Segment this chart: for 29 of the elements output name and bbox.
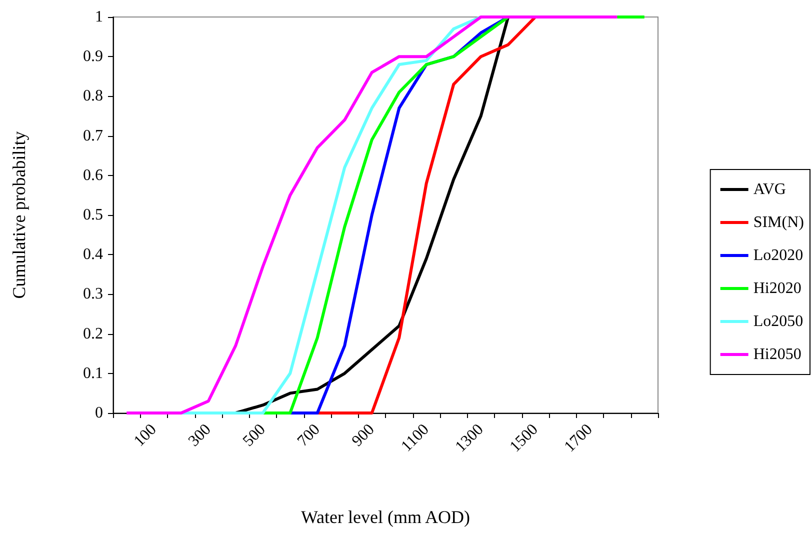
x-tick-label: 100 (130, 420, 160, 450)
legend-label: Lo2020 (753, 247, 804, 264)
y-tick-label: 0.7 (83, 127, 103, 144)
x-tick-label: 1100 (398, 420, 432, 456)
y-axis-title: Cumulative probability (9, 131, 29, 299)
y-tick-label: 0.2 (83, 325, 103, 342)
line-series (234, 16, 510, 414)
line-series (125, 16, 619, 414)
y-tick-label: 0.3 (83, 286, 103, 303)
y-tick-label: 0.5 (83, 206, 103, 224)
x-axis-title: Water level (mm AOD) (301, 507, 470, 527)
y-tick-label: 0.1 (83, 364, 103, 382)
x-tick-label: 300 (185, 420, 214, 450)
y-tick-label: 0.8 (83, 88, 103, 105)
y-tick-label: 0.4 (83, 246, 103, 264)
legend-label: SIM(N) (753, 214, 804, 231)
y-tick-label: 0.6 (83, 166, 103, 184)
x-tick-label: 500 (240, 420, 269, 450)
legend-label: Hi2020 (753, 280, 802, 297)
line-series (180, 16, 482, 414)
y-tick-label: 1 (95, 8, 103, 26)
line-series (316, 16, 537, 414)
legend-label: Hi2050 (753, 346, 802, 363)
x-tick-label: 900 (348, 420, 378, 450)
y-tick-label: 0 (95, 404, 103, 422)
legend-label: AVG (753, 181, 786, 198)
legend-label: Lo2050 (753, 313, 804, 330)
x-tick-label: 700 (294, 420, 324, 450)
y-tick-label: 0.9 (83, 48, 103, 66)
